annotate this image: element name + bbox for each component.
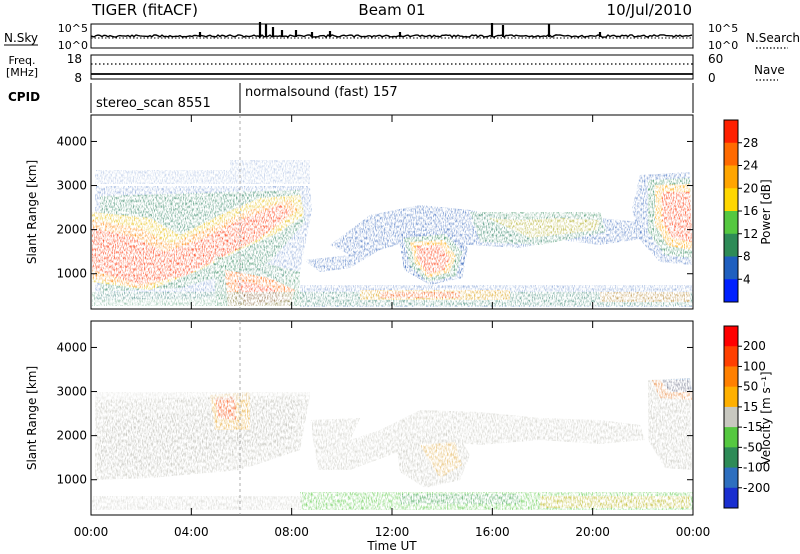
power-colorbar: 4 8 12 16 20 24 28	[723, 119, 758, 303]
velocity-colorbar-tick: -100	[743, 461, 770, 475]
power-ylabel: Slant Range [km]	[25, 160, 39, 264]
cpid-label: CPID	[8, 90, 40, 104]
x-tick-label: 04:00	[174, 525, 209, 539]
velocity-colorbar-tick: 200	[743, 339, 766, 353]
velocity-colorbar-segment	[724, 346, 738, 367]
velocity-colorbar-tick: 100	[743, 359, 766, 373]
velocity-colorbar-segment	[724, 487, 738, 509]
power-colorbar-tick: 12	[743, 227, 758, 241]
nsky-trace	[90, 34, 693, 39]
velocity-colorbar-segment	[724, 406, 738, 428]
velocity-colorbar-tick: -200	[743, 481, 770, 495]
power-colorbar-tick: 4	[743, 272, 751, 286]
velocity-colorbar-segment	[724, 427, 738, 448]
x-tick-label: 00:00	[676, 525, 711, 539]
power-colorbar-segment	[724, 142, 738, 166]
velocity-data	[92, 378, 693, 510]
velocity-colorbar-tick: -15	[743, 420, 763, 434]
velocity-ytick-label: 2000	[56, 429, 87, 443]
nave-top-tick: 60	[708, 52, 723, 66]
velocity-colorbar-segment	[724, 467, 738, 489]
power-colorbar-tick: 24	[743, 159, 758, 173]
velocity-colorbar-segment	[724, 447, 738, 469]
power-colorbar-label: Power [dB]	[759, 179, 773, 244]
x-tick-label: 20:00	[575, 525, 610, 539]
power-ytick-label: 2000	[56, 223, 87, 237]
nave-label: Nave	[754, 63, 785, 77]
power-colorbar-segment	[724, 165, 738, 189]
x-axis-label: Time UT	[366, 539, 417, 553]
freq-label: Freq.	[8, 54, 35, 67]
velocity-colorbar-tick: 15	[743, 400, 758, 414]
power-data	[92, 160, 693, 307]
power-colorbar-segment	[724, 188, 738, 212]
nave-bottom-tick: 0	[708, 71, 716, 85]
freq-bottom-tick: 8	[74, 71, 82, 85]
radar-title: TIGER (fitACF)	[91, 1, 198, 19]
power-panel: 1000 2000 3000 4000 Slant Range [km] 4 8 12 16…	[25, 114, 773, 310]
nsky-bottom-tick: 10^0	[58, 39, 88, 52]
power-colorbar-tick: 28	[743, 136, 758, 150]
velocity-ylabel: Slant Range [km]	[25, 366, 39, 470]
cpid-entry-1: stereo_scan 8551	[96, 96, 211, 111]
power-colorbar-segment	[724, 256, 738, 280]
velocity-colorbar-label: Velocity [m s⁻¹]	[759, 371, 773, 464]
power-colorbar-segment	[724, 233, 738, 257]
power-ytick-label: 4000	[56, 134, 87, 148]
cpid-entry-2: normalsound (fast) 157	[245, 85, 398, 100]
velocity-colorbar-tick: -50	[743, 440, 763, 454]
velocity-axes: 1000 2000 3000 4000	[56, 321, 694, 515]
velocity-panel: 1000 2000 3000 4000 Slant Range [km] 200 100…	[25, 320, 773, 516]
freq-top-tick: 18	[67, 52, 82, 66]
power-colorbar-tick: 16	[743, 204, 758, 218]
velocity-colorbar-tick: 50	[743, 380, 758, 394]
velocity-colorbar-segment	[724, 366, 738, 388]
x-tick-label: 12:00	[375, 525, 410, 539]
velocity-colorbar: 200 100 50 15 -15 -50 -100 -200	[723, 325, 770, 509]
x-tick-labels: 00:00 04:00 08:00 12:00 16:00 20:00 00:00	[74, 525, 711, 539]
velocity-colorbar-segment	[724, 386, 738, 408]
power-colorbar-tick: 20	[743, 181, 758, 195]
freq-strip: Freq. [MHz] 18 8 60 0 Nave	[6, 52, 785, 85]
power-axes: 1000 2000 3000 4000	[56, 115, 694, 309]
nsky-spikes	[198, 22, 602, 37]
velocity-colorbar-segment	[724, 326, 738, 347]
nsky-strip: N.Sky 10^5 10^0 10^5 10^0 N.Search	[4, 22, 800, 52]
cpid-strip: CPID stereo_scan 8551 normalsound (fast)…	[8, 83, 694, 113]
velocity-ytick-label: 4000	[56, 340, 87, 354]
nsky-top-tick: 10^5	[58, 22, 88, 35]
x-tick-label: 08:00	[274, 525, 309, 539]
freq-unit: [MHz]	[6, 66, 38, 79]
power-ytick-label: 1000	[56, 267, 87, 281]
power-colorbar-tick: 8	[743, 250, 751, 264]
velocity-ytick-label: 3000	[56, 385, 87, 399]
power-colorbar-segment	[724, 279, 738, 303]
nsearch-top-tick: 10^5	[708, 22, 738, 35]
power-colorbar-segment	[724, 120, 738, 144]
beam-label: Beam 01	[358, 1, 425, 19]
date-label: 10/Jul/2010	[607, 1, 692, 19]
power-colorbar-segment	[724, 211, 738, 235]
nsearch-bottom-tick: 10^0	[708, 39, 738, 52]
nsearch-label: N.Search	[746, 31, 800, 45]
power-ytick-label: 3000	[56, 179, 87, 193]
velocity-ytick-label: 1000	[56, 473, 87, 487]
nsky-label: N.Sky	[4, 31, 38, 45]
x-tick-label: 00:00	[74, 525, 109, 539]
x-tick-label: 16:00	[475, 525, 510, 539]
